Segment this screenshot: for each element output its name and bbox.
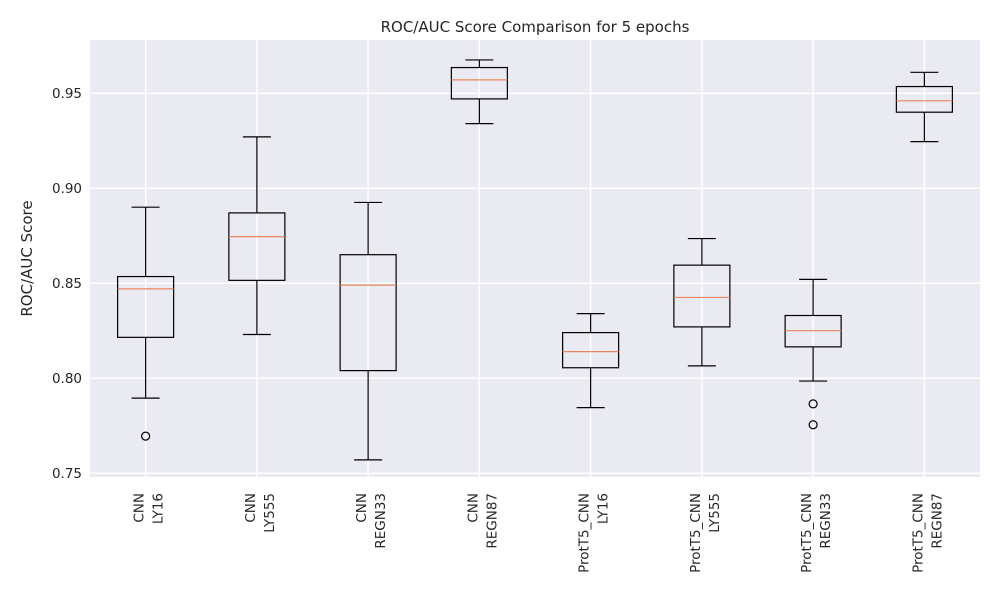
x-tick-label: ProtT5_CNN LY555 [688, 493, 723, 573]
y-tick-label: 0.95 [52, 86, 82, 102]
x-tick-label-line: ProtT5_CNN [577, 493, 593, 573]
x-tick-label-line: CNN [132, 493, 148, 523]
box-iqr [228, 212, 286, 281]
x-tick-label-line: ProtT5_CNN [910, 493, 926, 573]
box-4 [562, 313, 620, 409]
x-axis-ticks: CNN LY16 CNN LY555 CNN REGN33 CNN REGN87 ProtT5_… [132, 493, 946, 573]
x-tick-label-line: LY555 [707, 493, 723, 533]
x-tick-label: ProtT5_CNN LY16 [577, 493, 612, 573]
box-3 [450, 59, 508, 125]
plot-area [90, 40, 980, 477]
y-tick-label: 0.75 [52, 466, 82, 482]
y-tick-label: 0.90 [52, 181, 82, 197]
x-tick-label: CNN LY16 [132, 493, 167, 524]
box-1 [228, 136, 286, 336]
x-tick-label: CNN REGN87 [465, 493, 500, 549]
box-iqr [673, 264, 731, 328]
y-axis-ticks: 0.75 0.80 0.85 0.90 0.95 [52, 86, 82, 482]
x-tick-label-line: CNN [243, 493, 259, 523]
x-tick-label: ProtT5_CNN REGN87 [910, 493, 945, 573]
outlier-point [808, 399, 818, 409]
box-iqr [339, 254, 397, 372]
x-tick-label-line: REGN33 [373, 493, 389, 549]
x-tick-label-line: REGN33 [818, 493, 834, 549]
x-tick-label-line: CNN [465, 493, 481, 523]
y-axis-label: ROC/AUC Score [18, 200, 36, 316]
box-0 [117, 206, 175, 441]
x-tick-label: CNN LY555 [243, 493, 278, 533]
x-tick-label-line: LY16 [596, 493, 612, 524]
box-iqr [450, 66, 508, 100]
x-tick-label: ProtT5_CNN REGN33 [799, 493, 834, 573]
box-7 [895, 71, 953, 143]
x-tick-label-line: REGN87 [484, 493, 500, 549]
y-tick-label: 0.85 [52, 276, 82, 292]
x-tick-label-line: CNN [354, 493, 370, 523]
box-5 [673, 237, 731, 367]
boxes [117, 59, 953, 461]
box-2 [339, 201, 397, 461]
x-tick-label-line: ProtT5_CNN [688, 493, 704, 573]
x-tick-label: CNN REGN33 [354, 493, 389, 549]
outlier-point [808, 420, 818, 430]
box-iqr [117, 275, 175, 338]
x-tick-label-line: LY16 [151, 493, 167, 524]
box-iqr [562, 332, 620, 369]
chart-title: ROC/AUC Score Comparison for 5 epochs [381, 18, 690, 36]
x-tick-label-line: REGN87 [929, 493, 945, 549]
box-6 [784, 278, 842, 430]
y-tick-label: 0.80 [52, 371, 82, 387]
x-tick-label-line: LY555 [262, 493, 278, 533]
box-iqr [895, 85, 953, 113]
outlier-point [141, 431, 151, 441]
x-tick-label-line: ProtT5_CNN [799, 493, 815, 573]
